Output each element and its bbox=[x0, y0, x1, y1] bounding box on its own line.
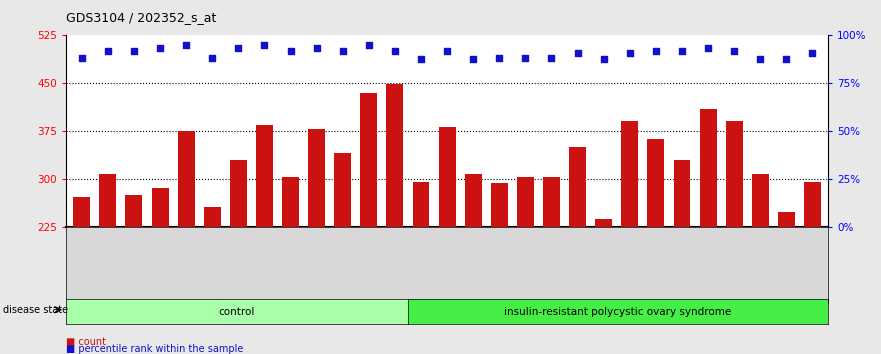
Point bbox=[100, 48, 115, 54]
Bar bbox=[543, 177, 560, 354]
Point bbox=[596, 56, 611, 62]
Point bbox=[440, 48, 454, 54]
Text: GDS3104 / 202352_s_at: GDS3104 / 202352_s_at bbox=[66, 11, 217, 24]
Point bbox=[336, 48, 350, 54]
Point bbox=[127, 48, 141, 54]
Bar bbox=[308, 129, 325, 354]
Point bbox=[805, 50, 819, 56]
Bar bbox=[125, 195, 143, 354]
Bar bbox=[569, 147, 586, 354]
Text: ■ count: ■ count bbox=[66, 337, 106, 347]
Point bbox=[623, 50, 637, 56]
Bar bbox=[73, 196, 90, 354]
Bar bbox=[648, 139, 664, 354]
Bar bbox=[256, 125, 273, 354]
Bar bbox=[230, 160, 247, 354]
Bar bbox=[100, 174, 116, 354]
Text: insulin-resistant polycystic ovary syndrome: insulin-resistant polycystic ovary syndr… bbox=[504, 307, 731, 316]
Bar bbox=[412, 182, 430, 354]
Bar bbox=[804, 182, 821, 354]
Text: ■ percentile rank within the sample: ■ percentile rank within the sample bbox=[66, 344, 243, 354]
Bar bbox=[751, 174, 769, 354]
Point bbox=[648, 48, 663, 54]
Text: disease state: disease state bbox=[3, 305, 68, 315]
Bar bbox=[152, 188, 168, 354]
Point bbox=[544, 55, 559, 61]
Bar bbox=[621, 121, 638, 354]
Point bbox=[753, 56, 767, 62]
Bar bbox=[360, 93, 377, 354]
Bar bbox=[204, 207, 221, 354]
Bar bbox=[673, 160, 691, 354]
Point bbox=[518, 55, 532, 61]
Bar bbox=[778, 212, 795, 354]
Bar bbox=[596, 219, 612, 354]
Point bbox=[257, 42, 271, 48]
Point bbox=[232, 45, 246, 51]
Point bbox=[205, 55, 219, 61]
Bar bbox=[464, 174, 482, 354]
Point bbox=[179, 42, 193, 48]
Point bbox=[492, 55, 507, 61]
Bar bbox=[387, 85, 403, 354]
Bar bbox=[334, 153, 352, 354]
Point bbox=[153, 45, 167, 51]
Point bbox=[388, 48, 402, 54]
Text: control: control bbox=[218, 307, 255, 316]
Point bbox=[309, 45, 323, 51]
Point bbox=[414, 56, 428, 62]
Point bbox=[571, 50, 585, 56]
Point bbox=[362, 42, 376, 48]
Point bbox=[727, 48, 741, 54]
Bar bbox=[282, 177, 299, 354]
Bar bbox=[178, 131, 195, 354]
Point bbox=[780, 56, 794, 62]
Point bbox=[675, 48, 689, 54]
Bar bbox=[517, 177, 534, 354]
Bar bbox=[439, 126, 455, 354]
Point bbox=[466, 56, 480, 62]
Point bbox=[701, 45, 715, 51]
Bar bbox=[491, 183, 507, 354]
Point bbox=[75, 55, 89, 61]
Bar bbox=[726, 121, 743, 354]
Bar bbox=[700, 109, 716, 354]
Point bbox=[284, 48, 298, 54]
